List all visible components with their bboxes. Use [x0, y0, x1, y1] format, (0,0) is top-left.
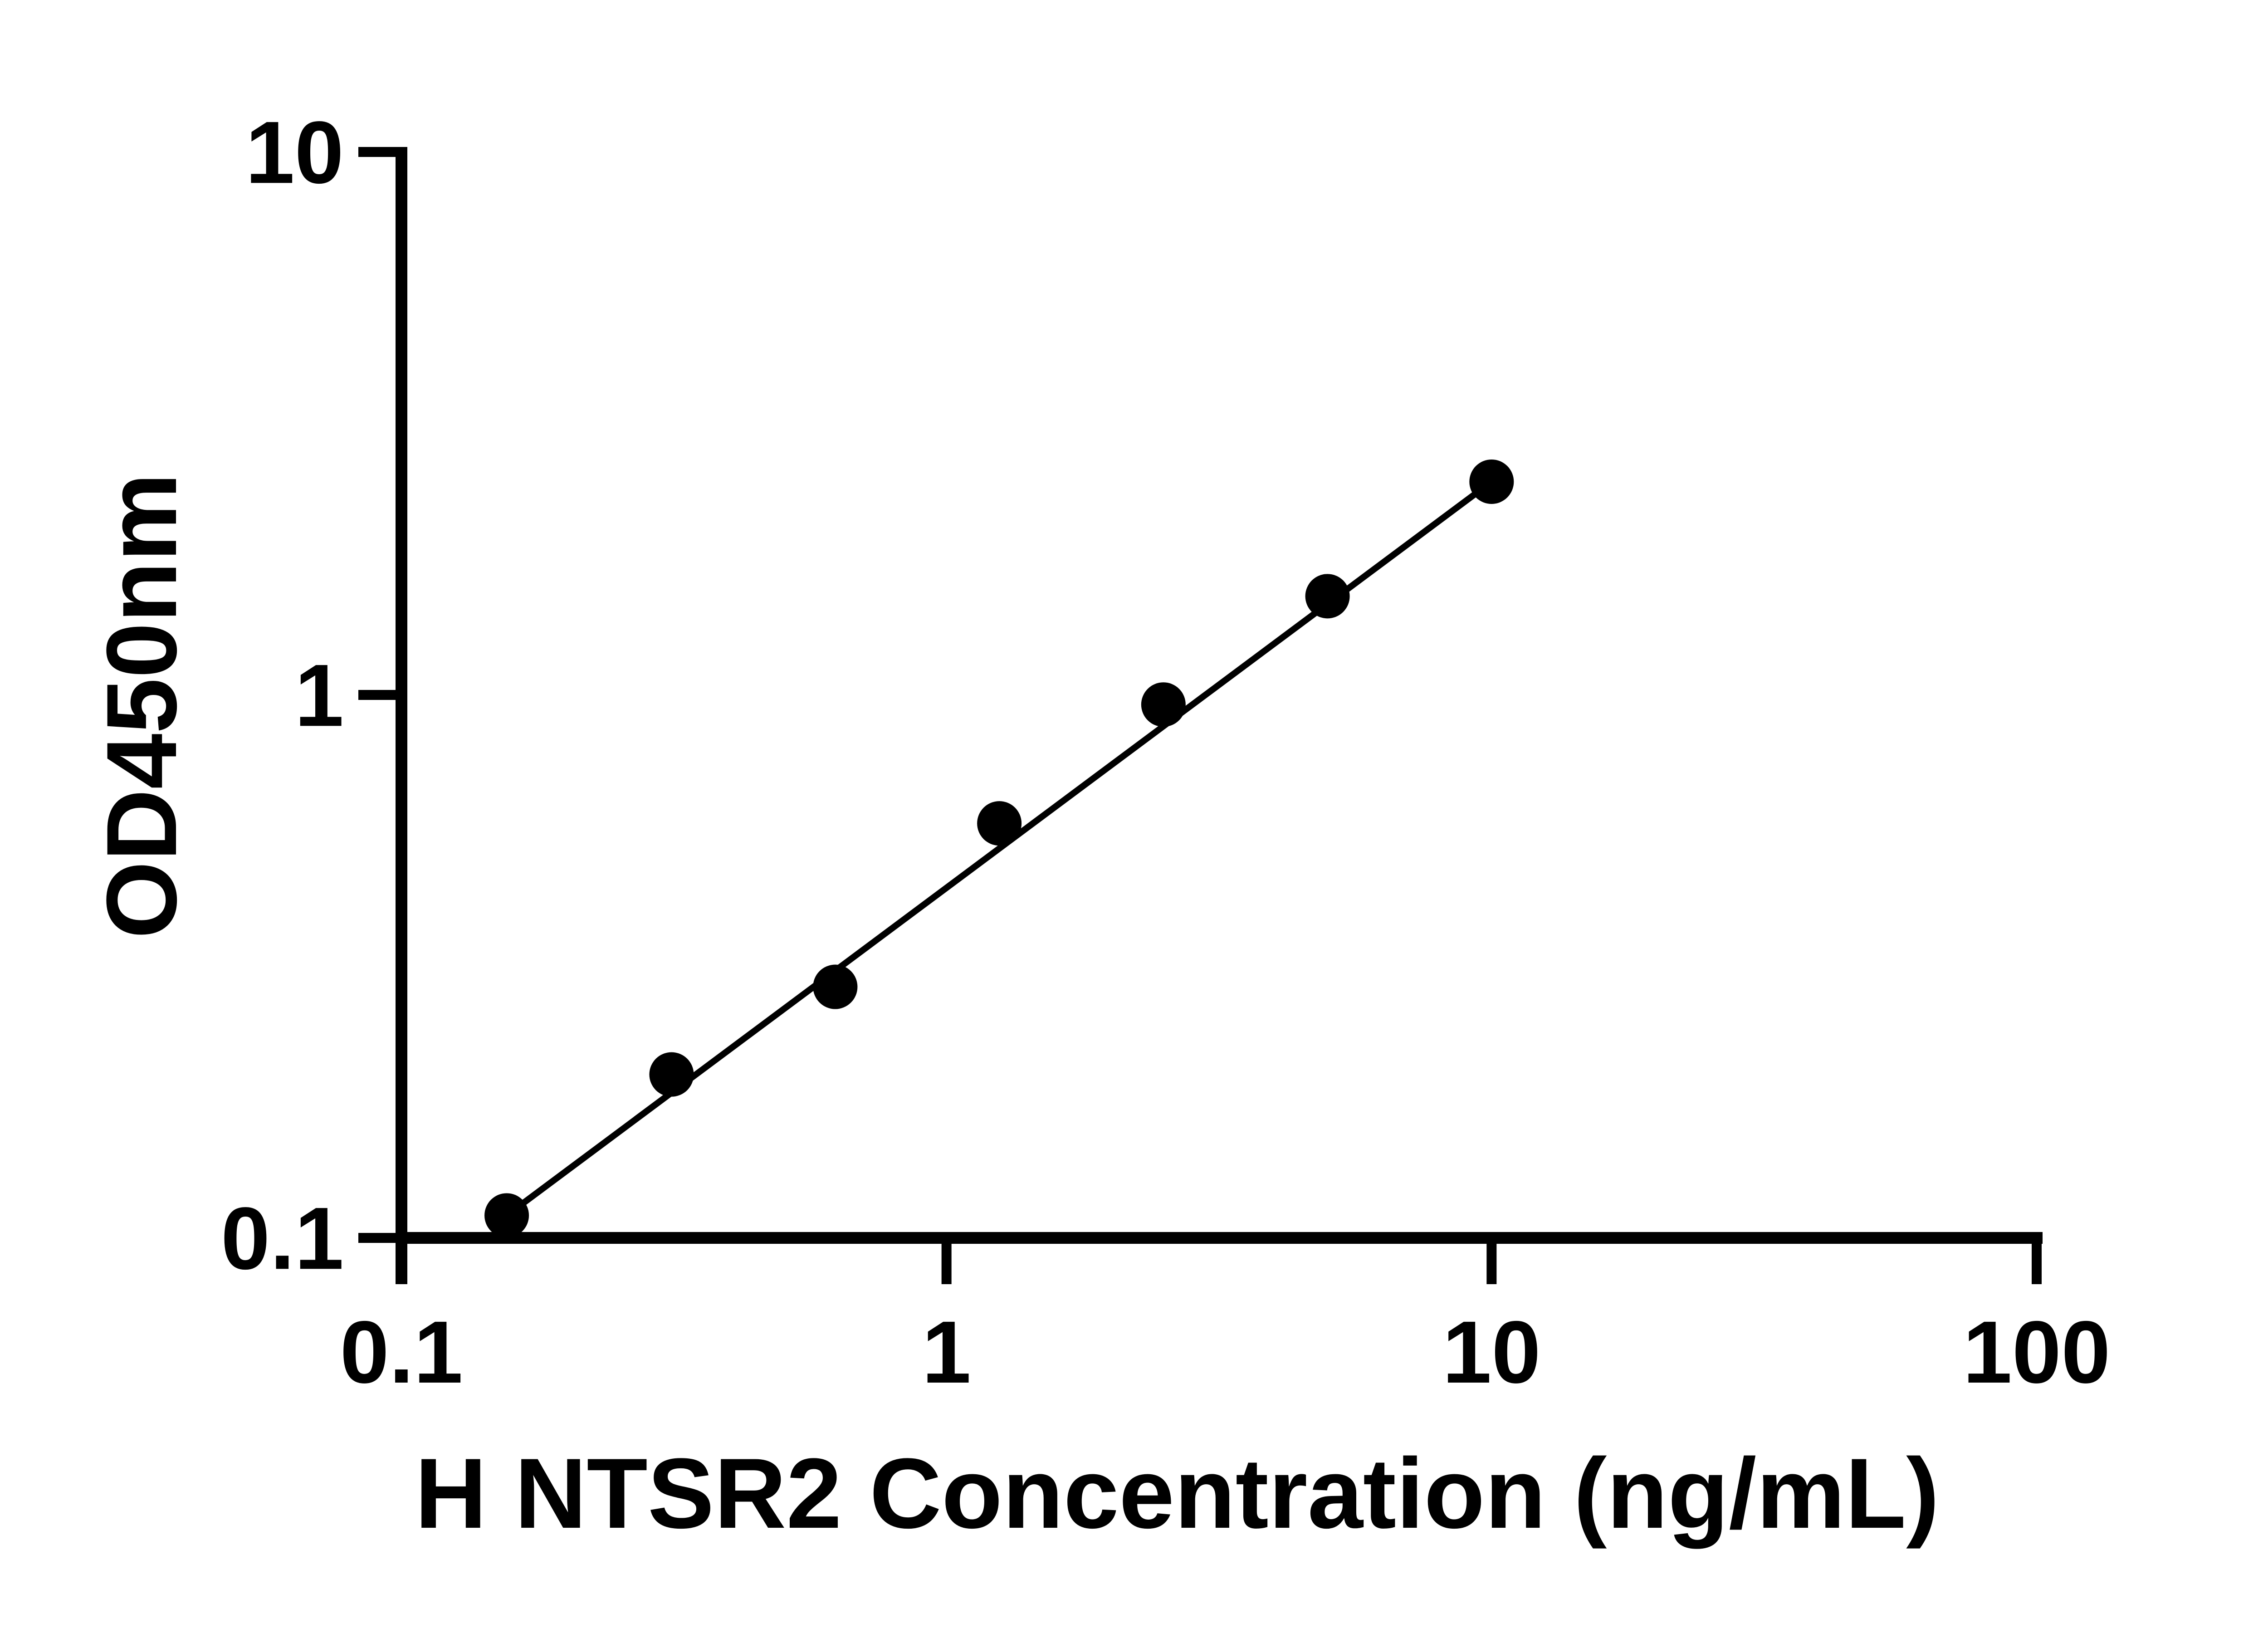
data-point — [1141, 682, 1186, 727]
x-tick-label: 100 — [1963, 1303, 2110, 1402]
data-point — [813, 964, 858, 1009]
x-tick-label: 10 — [1442, 1303, 1541, 1402]
x-tick-label: 0.1 — [340, 1303, 463, 1402]
y-axis-title: OD450nm — [86, 473, 197, 939]
data-point — [977, 801, 1022, 846]
data-point — [649, 1052, 694, 1097]
plot-area: 0.1 1 10 100 10 1 0.1 — [221, 103, 2111, 1402]
data-point — [484, 1193, 529, 1238]
y-tick-label: 0.1 — [221, 1189, 344, 1288]
x-axis-title: H NTSR2 Concentration (ng/mL) — [415, 1437, 1939, 1549]
data-point — [1469, 459, 1514, 504]
y-tick-label: 10 — [245, 103, 344, 202]
data-point — [1305, 574, 1350, 619]
y-tick-label: 1 — [295, 646, 344, 745]
x-tick-label: 1 — [922, 1303, 971, 1402]
